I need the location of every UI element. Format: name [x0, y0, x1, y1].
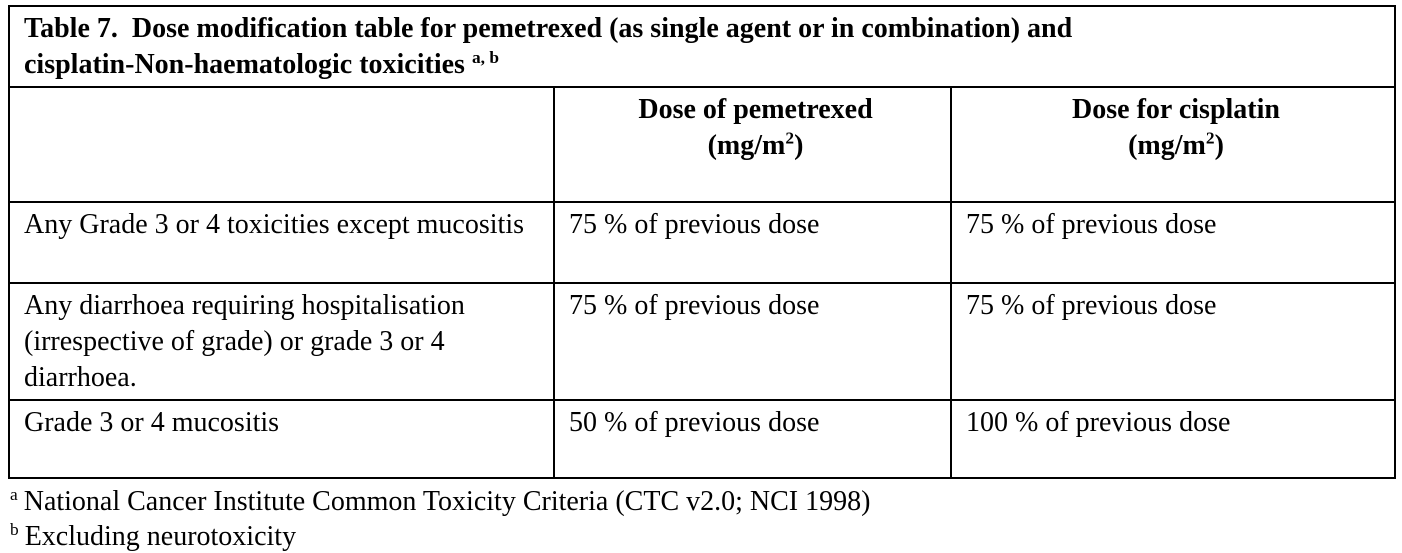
cisplatin-unit-open: (mg/m: [1128, 130, 1206, 161]
cisplatin-unit: (mg/m2): [966, 128, 1386, 164]
header-cell-toxicity: [8, 86, 555, 203]
footnote-b: b Excluding neurotoxicity: [10, 519, 1402, 553]
title-footnote-marker: a, b: [471, 47, 499, 67]
cisplatin-unit-close: ): [1214, 130, 1224, 161]
table-title-line-1: Table 7. Dose modification table for pem…: [24, 13, 1073, 44]
header-cell-pemetrexed: Dose of pemetrexed (mg/m2): [553, 86, 952, 203]
pemetrexed-dose-cell: 50 % of previous dose: [553, 399, 952, 479]
cisplatin-dose-cell: 100 % of previous dose: [949, 399, 1397, 479]
footnote-marker: b: [10, 519, 19, 539]
pemetrexed-dose-cell: 75 % of previous dose: [553, 201, 952, 284]
table-title-line-2: cisplatin-Non-haematologic toxicities a, …: [24, 47, 1386, 83]
footnote-text: National Cancer Institute Common Toxicit…: [23, 486, 871, 517]
toxicity-cell: Any diarrhoea requiring hospitalisation …: [8, 282, 555, 401]
pemetrexed-header-label: Dose of pemetrexed: [638, 94, 873, 125]
cisplatin-unit-exponent: 2: [1205, 128, 1215, 148]
cisplatin-dose-cell: 75 % of previous dose: [949, 282, 1397, 401]
footnote-a: a National Cancer Institute Common Toxici…: [10, 484, 1402, 519]
cisplatin-dose-cell: 75 % of previous dose: [949, 201, 1397, 284]
table-title: Table 7. Dose modification table for pem…: [7, 5, 1397, 88]
pemetrexed-unit-exponent: 2: [785, 128, 795, 148]
pemetrexed-unit-open: (mg/m: [707, 130, 786, 161]
footnotes: a National Cancer Institute Common Toxici…: [10, 484, 1402, 553]
dose-modification-table: Table 7. Dose modification table for pem…: [7, 5, 1397, 479]
pemetrexed-dose-cell: 75 % of previous dose: [553, 282, 952, 401]
table-row: Grade 3 or 4 mucositis 50 % of previous …: [8, 399, 1397, 479]
header-cell-cisplatin: Dose for cisplatin (mg/m2): [949, 86, 1397, 203]
header-row: Dose of pemetrexed (mg/m2) Dose for cisp…: [8, 86, 1397, 203]
footnote-text: Excluding neurotoxicity: [24, 521, 297, 552]
toxicity-cell: Grade 3 or 4 mucositis: [8, 399, 555, 479]
table-title-row: Table 7. Dose modification table for pem…: [7, 5, 1397, 88]
toxicity-cell: Any Grade 3 or 4 toxicities except mucos…: [8, 201, 555, 284]
footnote-marker: a: [10, 484, 18, 504]
cisplatin-header-label: Dose for cisplatin: [1072, 94, 1280, 125]
table-row: Any diarrhoea requiring hospitalisation …: [8, 282, 1397, 401]
table-row: Any Grade 3 or 4 toxicities except mucos…: [8, 201, 1397, 284]
pemetrexed-unit-close: ): [794, 130, 804, 161]
pemetrexed-unit: (mg/m2): [569, 128, 942, 164]
table-title-line-2-text: cisplatin-Non-haematologic toxicities: [24, 49, 465, 80]
